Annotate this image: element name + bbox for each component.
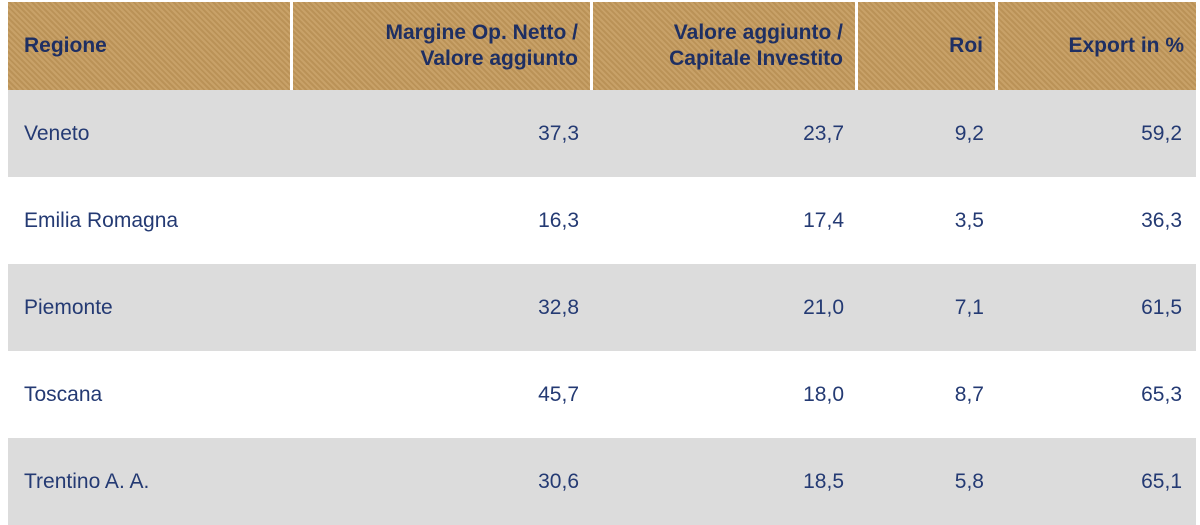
table-cell-value: 32,8 xyxy=(538,295,579,319)
table-cell-value: 9,2 xyxy=(954,121,984,145)
table-row: Toscana 45,7 18,0 8,7 65,3 xyxy=(8,351,1196,438)
header-label-line: Valore aggiunto xyxy=(420,47,578,70)
table-cell-regione: Trentino A. A. xyxy=(24,469,150,493)
header-label-line: Valore aggiunto / xyxy=(673,21,843,44)
table-header: Regione Margine Op. Netto / Valore aggiu… xyxy=(8,2,1196,90)
header-label: Export in % xyxy=(1068,34,1184,57)
header-label: Regione xyxy=(24,34,107,57)
table-cell-value: 18,5 xyxy=(803,469,844,493)
table-cell-value: 45,7 xyxy=(538,382,579,406)
table-cell-value: 65,3 xyxy=(1141,382,1182,406)
table-cell-value: 17,4 xyxy=(803,208,844,232)
table-cell-value: 8,7 xyxy=(954,382,984,406)
table-cell-value: 21,0 xyxy=(803,295,844,319)
table-cell-value: 37,3 xyxy=(538,121,579,145)
header-label-line: Margine Op. Netto / xyxy=(385,21,578,44)
table-cell-regione: Emilia Romagna xyxy=(24,208,179,232)
table-cell-value: 30,6 xyxy=(538,469,579,493)
header-cell-valore: Valore aggiunto / Capitale Investito xyxy=(593,2,858,90)
table-cell-value: 7,1 xyxy=(954,295,984,319)
header-cell-margine: Margine Op. Netto / Valore aggiunto xyxy=(293,2,593,90)
table-cell-regione: Piemonte xyxy=(24,295,113,319)
table-cell-value: 16,3 xyxy=(538,208,579,232)
table-cell-value: 61,5 xyxy=(1141,295,1182,319)
table-row: Emilia Romagna 16,3 17,4 3,5 36,3 xyxy=(8,177,1196,264)
table-cell-value: 18,0 xyxy=(803,382,844,406)
header-cell-roi: Roi xyxy=(858,2,998,90)
table-row: Piemonte 32,8 21,0 7,1 61,5 xyxy=(8,264,1196,351)
header-label-line: Capitale Investito xyxy=(669,47,843,70)
table-cell-value: 23,7 xyxy=(803,121,844,145)
data-table: Regione Margine Op. Netto / Valore aggiu… xyxy=(8,2,1196,525)
table-cell-value: 3,5 xyxy=(954,208,984,232)
table-cell-regione: Veneto xyxy=(24,121,90,145)
table-cell-value: 65,1 xyxy=(1141,469,1182,493)
table-row: Veneto 37,3 23,7 9,2 59,2 xyxy=(8,90,1196,177)
table-cell-regione: Toscana xyxy=(24,382,103,406)
header-label: Roi xyxy=(949,34,983,57)
table-cell-value: 59,2 xyxy=(1141,121,1182,145)
header-cell-regione: Regione xyxy=(8,2,293,90)
header-cell-export: Export in % xyxy=(998,2,1196,90)
table-cell-value: 5,8 xyxy=(954,469,984,493)
table-cell-value: 36,3 xyxy=(1141,208,1182,232)
table-row: Trentino A. A. 30,6 18,5 5,8 65,1 xyxy=(8,438,1196,525)
